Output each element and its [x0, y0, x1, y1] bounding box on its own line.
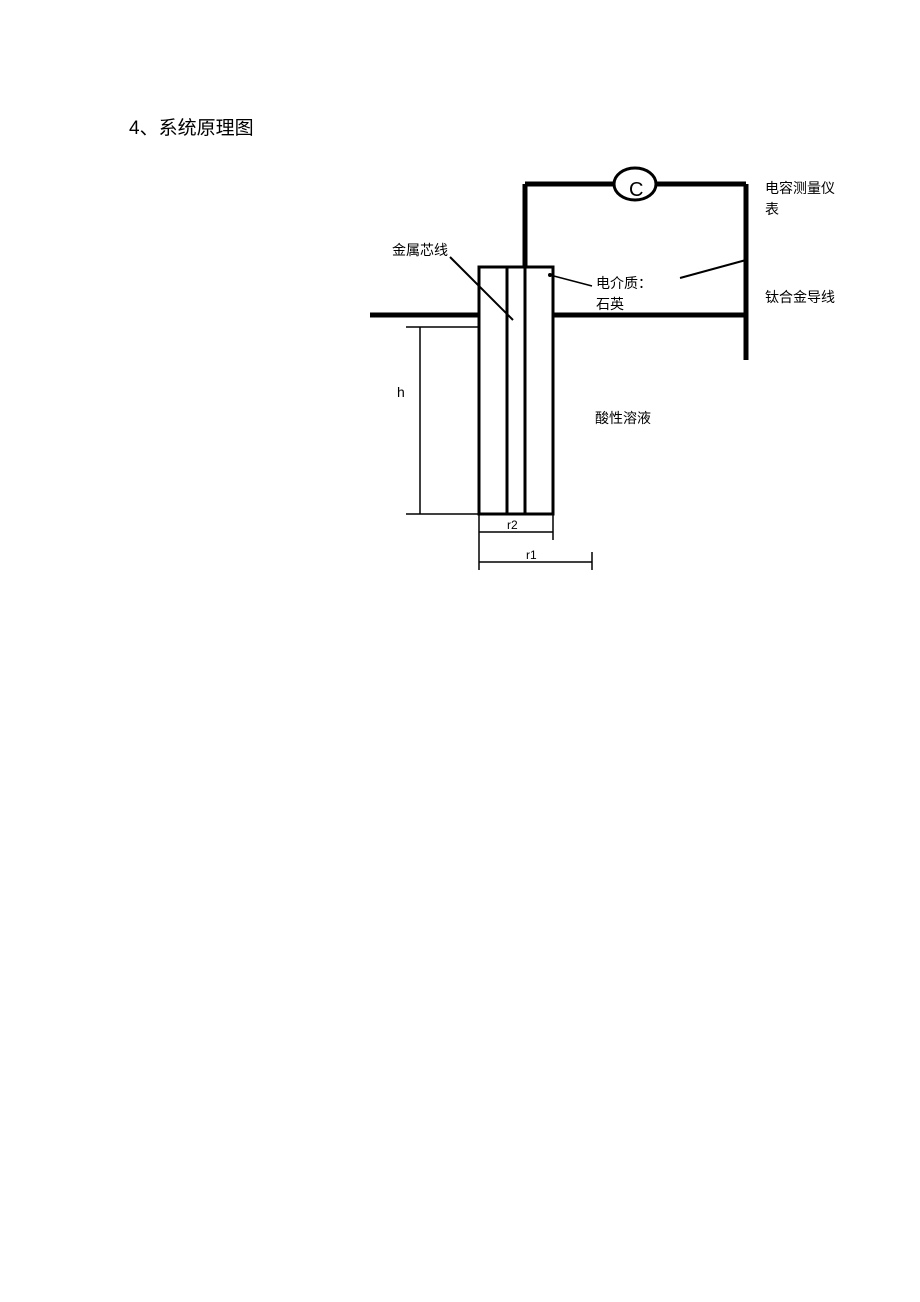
meter-letter-label: C	[629, 175, 643, 205]
system-schematic-diagram: C 电容测量仪 表 金属芯线 电介质： 石英 钛合金导线 酸性溶液 h r2 r…	[370, 160, 870, 600]
section-heading: 4、系统原理图	[129, 113, 254, 140]
r1-label: r1	[526, 546, 537, 564]
capacitance-meter-label: 电容测量仪 表	[765, 178, 835, 220]
height-h-label: h	[397, 382, 405, 403]
dielectric-label: 电介质： 石英	[596, 273, 652, 315]
r2-label: r2	[507, 516, 518, 534]
acidic-solution-label: 酸性溶液	[595, 408, 651, 429]
metal-core-wire-label: 金属芯线	[392, 240, 448, 261]
schematic-svg	[370, 160, 870, 600]
titanium-wire-label: 钛合金导线	[765, 287, 835, 308]
